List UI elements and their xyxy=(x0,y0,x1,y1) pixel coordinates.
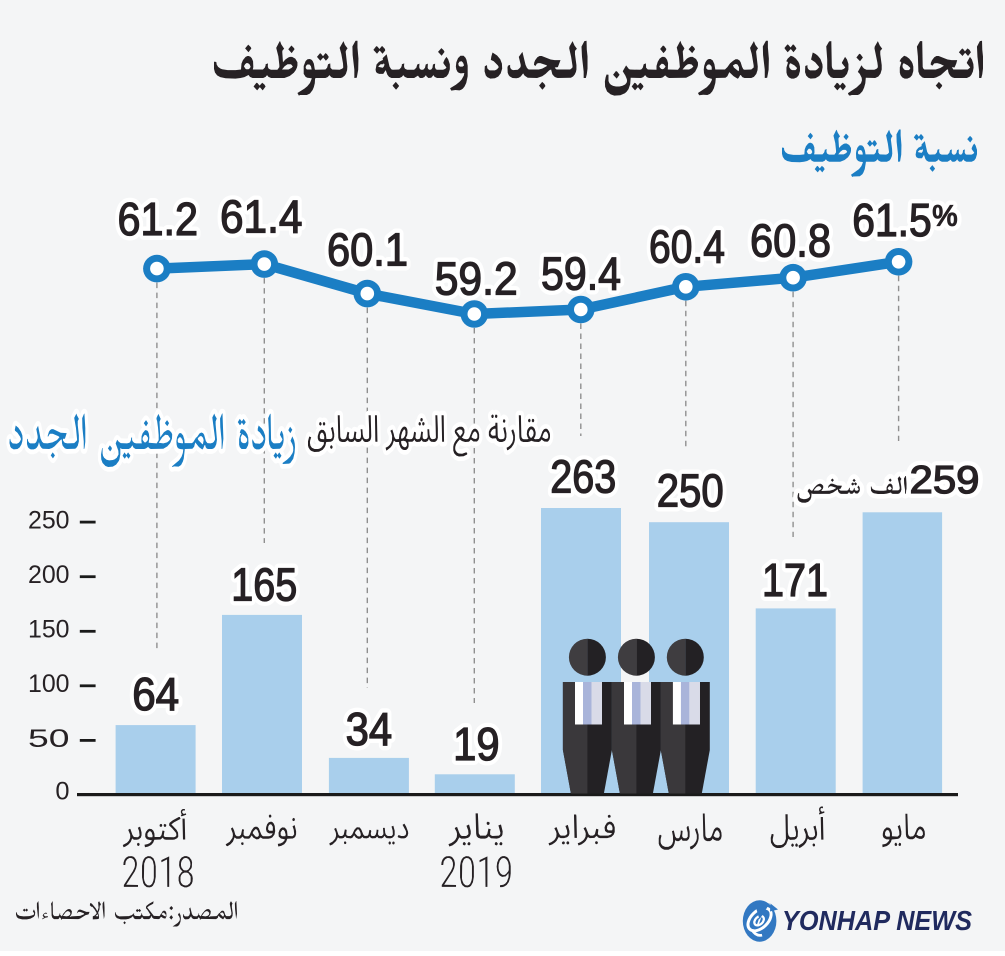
svg-text:165: 165 xyxy=(231,558,297,610)
svg-text:34: 34 xyxy=(346,703,393,755)
svg-text:%: % xyxy=(932,200,957,232)
svg-text:64: 64 xyxy=(132,668,179,720)
svg-text:263: 263 xyxy=(550,451,616,503)
svg-text:250: 250 xyxy=(657,464,724,516)
svg-text:61.5: 61.5 xyxy=(852,194,932,246)
svg-text:250: 250 xyxy=(28,507,70,535)
svg-text:59.2: 59.2 xyxy=(435,252,518,304)
svg-text:59.2: 59.2 xyxy=(435,252,518,304)
svg-text:259: 259 xyxy=(910,459,980,502)
svg-text:61.4: 61.4 xyxy=(220,191,303,243)
svg-text:60.8: 60.8 xyxy=(750,215,831,267)
svg-text:60.8: 60.8 xyxy=(750,215,831,267)
svg-text:60.4: 60.4 xyxy=(649,220,725,272)
svg-text:250: 250 xyxy=(657,464,724,516)
svg-text:171: 171 xyxy=(762,554,828,606)
svg-text:61.2: 61.2 xyxy=(118,193,199,245)
svg-text:61.2: 61.2 xyxy=(118,193,199,245)
svg-text:60.4: 60.4 xyxy=(649,220,725,272)
svg-text:19: 19 xyxy=(453,718,500,770)
svg-text:263: 263 xyxy=(550,451,616,503)
svg-text:150: 150 xyxy=(28,616,70,644)
svg-text:34: 34 xyxy=(346,703,393,755)
svg-text:19: 19 xyxy=(453,718,500,770)
svg-text:61.5: 61.5 xyxy=(852,194,932,246)
svg-text:59.4: 59.4 xyxy=(541,247,621,299)
svg-text:100: 100 xyxy=(28,670,70,698)
svg-text:60.1: 60.1 xyxy=(327,223,408,275)
svg-text:0: 0 xyxy=(55,778,69,806)
svg-text:%: % xyxy=(932,200,957,232)
svg-text:200: 200 xyxy=(28,561,70,589)
svg-text:171: 171 xyxy=(762,554,828,606)
svg-text:165: 165 xyxy=(231,558,297,610)
svg-text:259: 259 xyxy=(910,459,980,502)
svg-text:YONHAP NEWS: YONHAP NEWS xyxy=(782,905,973,936)
svg-text:59.4: 59.4 xyxy=(541,247,621,299)
svg-text:50: 50 xyxy=(28,725,70,753)
svg-text:60.1: 60.1 xyxy=(327,223,408,275)
svg-text:61.4: 61.4 xyxy=(220,191,303,243)
svg-text:64: 64 xyxy=(132,668,179,720)
